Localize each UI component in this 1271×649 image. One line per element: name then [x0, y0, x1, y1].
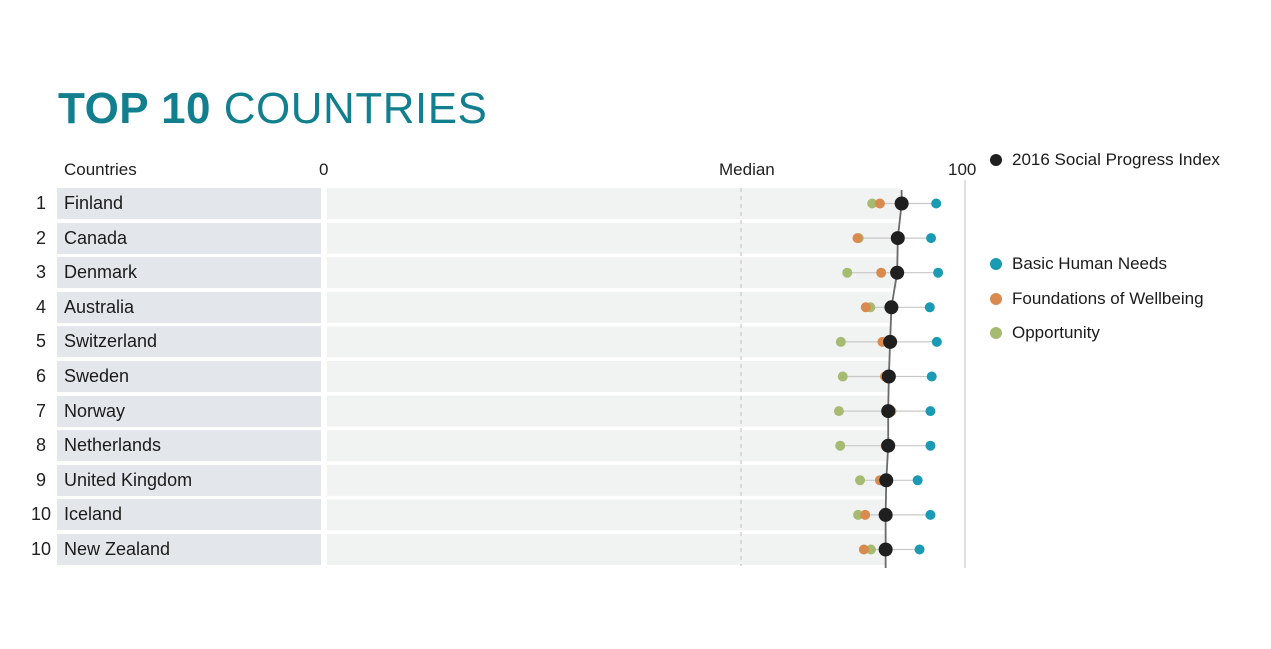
row-background	[327, 257, 898, 289]
legend-item-foundations-of-wellbeing: Foundations of Wellbeing	[990, 289, 1204, 309]
foundations-of-wellbeing-dot	[860, 302, 871, 313]
index-dot	[881, 404, 896, 419]
median-label: Median	[719, 160, 775, 179]
basic-human-needs-dot	[925, 440, 936, 451]
index-dot	[894, 196, 909, 211]
legend-dot-basic-human-needs	[990, 258, 1002, 270]
legend-label-index: 2016 Social Progress Index	[1012, 150, 1220, 169]
index-dot	[884, 300, 899, 315]
opportunity-dot	[835, 440, 846, 451]
foundations-of-wellbeing-dot	[860, 509, 871, 520]
legend-dot-index	[990, 154, 1002, 166]
legend-item-opportunity: Opportunity	[990, 323, 1100, 343]
index-dot	[881, 438, 896, 453]
basic-human-needs-dot	[926, 371, 937, 382]
country-name: United Kingdom	[57, 464, 321, 496]
index-dot	[883, 334, 898, 349]
country-name: Finland	[57, 188, 321, 219]
legend-label-basic-human-needs: Basic Human Needs	[1012, 254, 1167, 273]
row-background	[327, 291, 892, 323]
opportunity-dot	[833, 406, 844, 417]
rank-label: 3	[35, 262, 46, 283]
basic-human-needs-dot	[931, 198, 942, 209]
row-background	[327, 188, 902, 219]
rank-label: 1	[35, 193, 46, 213]
index-dot	[878, 542, 893, 557]
axis-hundred-label: 100	[948, 160, 977, 179]
opportunity-dot	[842, 267, 853, 278]
legend-label-opportunity: Opportunity	[1012, 323, 1100, 342]
legend-dot-foundations-of-wellbeing	[990, 293, 1002, 305]
rank-label: 5	[35, 331, 46, 352]
rank-label: 10	[30, 504, 52, 525]
row-background	[327, 222, 898, 254]
row-background	[327, 430, 889, 462]
country-name: Iceland	[57, 499, 321, 531]
country-name: Denmark	[57, 257, 321, 289]
rank-label: 2	[35, 227, 46, 248]
rank-label: 10	[30, 539, 52, 559]
basic-human-needs-dot	[931, 336, 942, 347]
index-dot	[881, 369, 896, 384]
row-background	[327, 395, 889, 427]
rank-label: 8	[35, 435, 46, 456]
opportunity-dot	[853, 509, 864, 520]
foundations-of-wellbeing-dot	[874, 198, 885, 209]
legend-item-basic-human-needs: Basic Human Needs	[990, 254, 1167, 274]
row-background	[327, 464, 887, 496]
opportunity-dot	[865, 544, 876, 555]
country-name: New Zealand	[57, 534, 321, 565]
basic-human-needs-dot	[933, 267, 944, 278]
title-bold: TOP 10	[58, 84, 212, 133]
basic-human-needs-dot	[925, 509, 936, 520]
countries-header: Countries	[64, 160, 137, 179]
country-name: Netherlands	[57, 430, 321, 462]
country-name: Australia	[57, 291, 321, 323]
index-dot	[878, 507, 893, 522]
title-light: COUNTRIES	[223, 84, 488, 133]
basic-human-needs-dot	[912, 475, 923, 486]
foundations-of-wellbeing-dot	[852, 233, 863, 244]
legend-dot-opportunity	[990, 327, 1002, 339]
basic-human-needs-dot	[926, 233, 937, 244]
chart-title: TOP 10 COUNTRIES	[58, 84, 487, 134]
basic-human-needs-dot	[925, 406, 936, 417]
opportunity-dot	[837, 371, 848, 382]
foundations-of-wellbeing-dot	[876, 267, 887, 278]
opportunity-dot	[835, 336, 846, 347]
row-background	[327, 534, 886, 565]
legend-item-index: 2016 Social Progress Index	[990, 150, 1220, 170]
country-name: Switzerland	[57, 326, 321, 358]
basic-human-needs-dot	[924, 302, 935, 313]
rank-label: 7	[35, 400, 46, 421]
axis-zero-label: 0	[319, 160, 329, 179]
country-name: Canada	[57, 222, 321, 254]
row-background	[327, 326, 891, 358]
legend-label-foundations-of-wellbeing: Foundations of Wellbeing	[1012, 289, 1204, 308]
row-background	[327, 499, 886, 531]
rank-label: 6	[35, 366, 46, 386]
foundations-of-wellbeing-dot	[858, 544, 869, 555]
rank-label: 4	[35, 296, 46, 317]
basic-human-needs-dot	[914, 544, 925, 555]
opportunity-dot	[867, 198, 878, 209]
rank-label: 9	[35, 469, 46, 490]
row-background	[327, 361, 889, 392]
index-dot	[890, 231, 905, 246]
country-name: Norway	[57, 395, 321, 427]
opportunity-dot	[855, 475, 866, 486]
country-name: Sweden	[57, 361, 321, 392]
index-dot	[890, 265, 905, 280]
index-dot	[879, 473, 894, 488]
